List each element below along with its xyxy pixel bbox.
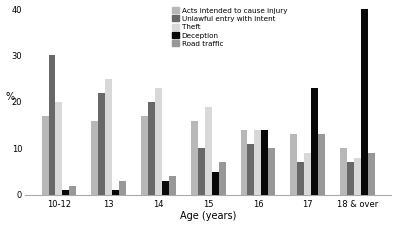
Bar bbox=[205, 106, 212, 195]
Bar bbox=[191, 121, 198, 195]
Bar bbox=[62, 190, 69, 195]
Bar bbox=[69, 185, 76, 195]
Bar bbox=[247, 144, 254, 195]
Bar bbox=[361, 9, 368, 195]
Bar bbox=[268, 148, 275, 195]
Bar bbox=[219, 162, 225, 195]
Bar bbox=[155, 88, 162, 195]
Bar bbox=[347, 162, 354, 195]
Bar bbox=[162, 181, 169, 195]
Bar bbox=[91, 121, 98, 195]
X-axis label: Age (years): Age (years) bbox=[180, 211, 236, 222]
Bar bbox=[148, 102, 155, 195]
Bar bbox=[98, 93, 105, 195]
Bar bbox=[212, 172, 219, 195]
Bar bbox=[311, 88, 318, 195]
Y-axis label: %: % bbox=[6, 92, 15, 102]
Bar bbox=[169, 176, 176, 195]
Bar bbox=[141, 116, 148, 195]
Bar bbox=[198, 148, 205, 195]
Bar bbox=[112, 190, 119, 195]
Bar bbox=[56, 102, 62, 195]
Bar bbox=[297, 162, 304, 195]
Bar bbox=[254, 130, 261, 195]
Bar bbox=[304, 153, 311, 195]
Bar bbox=[241, 130, 247, 195]
Bar bbox=[340, 148, 347, 195]
Bar bbox=[261, 130, 268, 195]
Bar bbox=[290, 134, 297, 195]
Bar bbox=[318, 134, 325, 195]
Bar bbox=[105, 79, 112, 195]
Legend: Acts intended to cause injury, Unlawful entry with intent, Theft, Deception, Roa: Acts intended to cause injury, Unlawful … bbox=[172, 7, 287, 47]
Bar bbox=[48, 55, 56, 195]
Bar bbox=[119, 181, 126, 195]
Bar bbox=[368, 153, 375, 195]
Bar bbox=[354, 158, 361, 195]
Bar bbox=[42, 116, 48, 195]
